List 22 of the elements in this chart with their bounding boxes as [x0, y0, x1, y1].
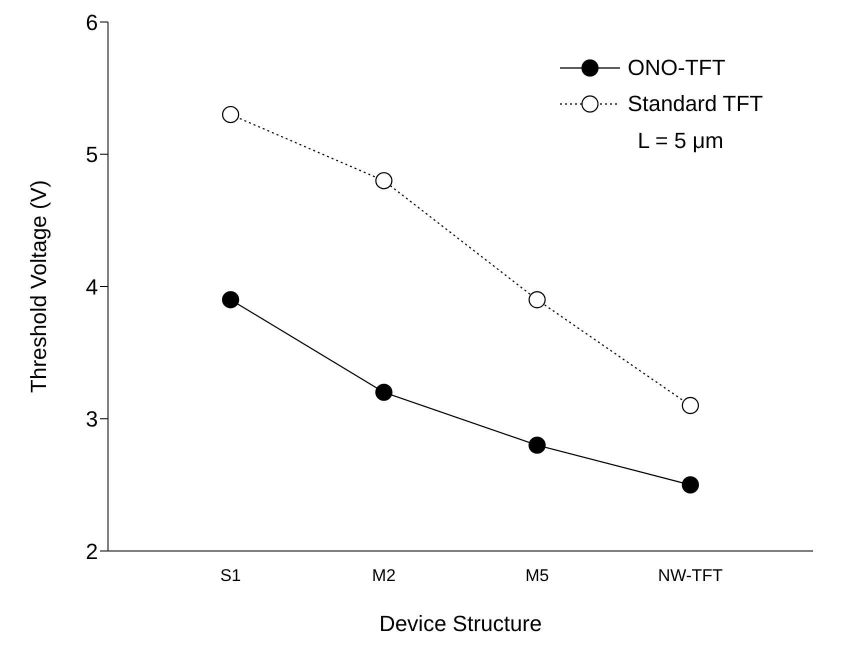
x-tick-label: M2 [372, 566, 396, 586]
point [375, 384, 392, 401]
point [682, 476, 699, 494]
point [222, 106, 240, 124]
y-tick-label: 2 [86, 538, 98, 564]
y-tick-label: 3 [86, 406, 98, 432]
x-tick-label: S1 [220, 566, 242, 586]
point [682, 396, 699, 414]
legend-label: ONO-TFT [628, 55, 726, 81]
point [528, 291, 546, 308]
legend-label: Standard TFT [628, 91, 763, 117]
point [528, 436, 546, 454]
x-tick-label: M5 [525, 566, 549, 586]
x-axis-title: Device Structure [379, 611, 542, 636]
y-tick-label: 4 [86, 274, 98, 300]
y-tick-label: 5 [86, 142, 98, 168]
y-tick-label: 6 [86, 10, 98, 35]
point [222, 291, 240, 308]
point [375, 172, 392, 190]
annotation: L = 5 μm [638, 128, 725, 154]
y-axis-title: Threshold Voltage (V) [26, 180, 51, 393]
x-tick-label: NW-TFT [658, 566, 723, 586]
